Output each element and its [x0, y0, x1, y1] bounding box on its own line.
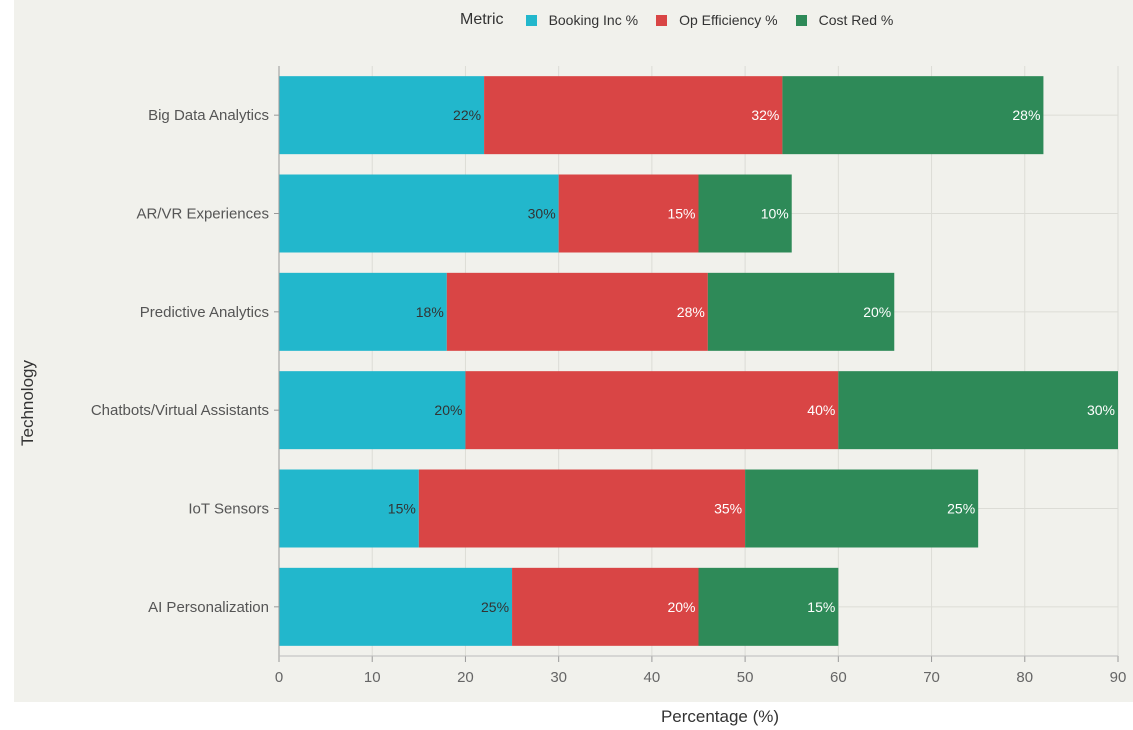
x-tick-label: 50: [737, 669, 754, 686]
x-tick-label: 70: [923, 669, 940, 686]
data-label: 10%: [761, 206, 789, 222]
x-tick-label: 60: [830, 669, 847, 686]
bar-segment: [279, 174, 559, 253]
x-tick-label: 0: [275, 669, 283, 686]
legend-item-op-efficiency[interactable]: Op Efficiency %: [656, 12, 778, 28]
left-margin: [0, 0, 14, 730]
legend-swatch-op-efficiency: [656, 14, 668, 26]
bar-segment: [465, 371, 839, 450]
legend-label-booking: Booking Inc %: [548, 12, 639, 28]
x-tick-label: 20: [457, 669, 474, 686]
data-label: 25%: [481, 599, 509, 615]
x-tick-label: 30: [550, 669, 567, 686]
x-tick-label: 90: [1110, 669, 1127, 686]
x-axis-title: Percentage (%): [660, 707, 780, 726]
data-label: 35%: [714, 501, 742, 517]
bar-segment: [279, 76, 485, 155]
data-label: 15%: [667, 206, 695, 222]
legend-swatch-booking: [525, 14, 537, 26]
bar-segment: [707, 272, 895, 351]
y-tick-label: Predictive Analytics: [140, 304, 269, 321]
x-tick-label: 40: [644, 669, 661, 686]
bar-segment: [279, 469, 419, 548]
data-label: 15%: [388, 501, 416, 517]
bar-segment: [484, 76, 783, 155]
bar-segment: [279, 272, 447, 351]
bar-segment: [279, 371, 466, 450]
y-tick-label: AI Personalization: [148, 599, 269, 616]
data-label: 25%: [947, 501, 975, 517]
bar-segment: [558, 174, 699, 253]
data-label: 28%: [1012, 107, 1040, 123]
x-tick-label: 10: [364, 669, 381, 686]
bar-segment: [418, 469, 746, 548]
bar-segment: [279, 567, 513, 646]
bar-segment: [698, 174, 792, 253]
legend: Metric Booking Inc % Op Efficiency % Cos…: [460, 8, 911, 32]
data-label: 28%: [677, 304, 705, 320]
legend-item-booking[interactable]: Booking Inc %: [525, 12, 639, 28]
y-tick-label: IoT Sensors: [188, 501, 269, 518]
y-tick-label: Chatbots/Virtual Assistants: [91, 402, 269, 419]
data-label: 20%: [863, 304, 891, 320]
y-axis-title-wrap: Technology: [16, 300, 40, 510]
bar-segment: [446, 272, 708, 351]
x-tick-label: 80: [1016, 669, 1033, 686]
legend-label-cost-red: Cost Red %: [818, 12, 894, 28]
bar-segment: [512, 567, 699, 646]
data-label: 22%: [453, 107, 481, 123]
bar-segment: [698, 567, 839, 646]
data-label: 18%: [416, 304, 444, 320]
bar-segment: [838, 371, 1118, 450]
bar-segment: [782, 76, 1044, 155]
data-label: 40%: [807, 402, 835, 418]
legend-swatch-cost-red: [795, 14, 807, 26]
legend-title: Metric: [460, 11, 504, 28]
data-label: 15%: [807, 599, 835, 615]
data-label: 30%: [528, 206, 556, 222]
data-label: 30%: [1087, 402, 1115, 418]
y-tick-label: Big Data Analytics: [148, 107, 269, 124]
legend-item-cost-red[interactable]: Cost Red %: [795, 12, 894, 28]
data-label: 20%: [434, 402, 462, 418]
data-label: 32%: [751, 107, 779, 123]
data-label: 20%: [667, 599, 695, 615]
y-tick-label: AR/VR Experiences: [136, 206, 269, 223]
bottom-margin: [0, 702, 1133, 730]
legend-label-op-efficiency: Op Efficiency %: [679, 12, 778, 28]
y-axis-title: Technology: [18, 360, 37, 447]
bar-segment: [745, 469, 979, 548]
